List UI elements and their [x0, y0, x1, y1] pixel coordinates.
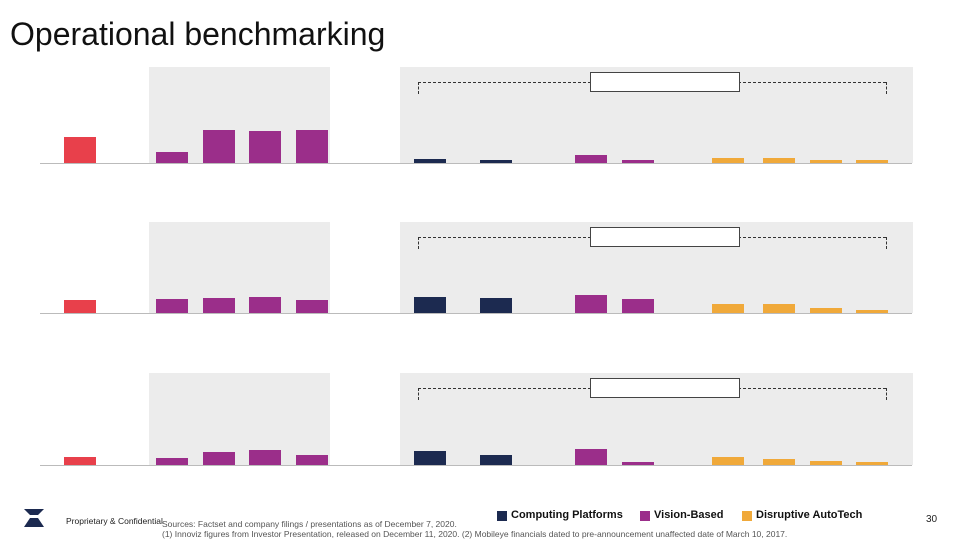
- baseline-1: [40, 313, 912, 314]
- peer-bar-0-2-0: [712, 157, 744, 163]
- peer-bar-0-1-1: [622, 160, 654, 163]
- lidar-bar-1-2: [249, 297, 281, 313]
- page-number: 30: [926, 514, 938, 525]
- peer-bar-2-2-3: [856, 461, 888, 465]
- peer-bar-2-2-0: [712, 456, 744, 465]
- peer-bar-1-2-0: [712, 303, 744, 313]
- peer-bar-1-1-0: [575, 295, 607, 313]
- peer-bar-2-2-1: [763, 459, 795, 465]
- lidar-bar-0-3: [296, 130, 328, 163]
- lidar-bar-2-2: [249, 450, 281, 465]
- ouster-bar-2: [64, 457, 96, 465]
- legend-vision: Vision-Based: [654, 509, 724, 521]
- overall-median-2: [590, 378, 740, 398]
- peer-bar-2-1-0: [575, 448, 607, 465]
- confidential-label: Proprietary & Confidential: [66, 516, 163, 526]
- bracket-right-0: [886, 82, 887, 94]
- peer-bar-0-2-2: [810, 160, 842, 163]
- lidar-bar-1-3: [296, 300, 328, 313]
- peer-bar-1-2-1: [763, 304, 795, 313]
- peer-bar-1-0-0: [414, 296, 446, 313]
- lidar-panel-2: [149, 373, 330, 465]
- lidar-bar-1-1: [203, 297, 235, 313]
- bracket-right-2: [886, 388, 887, 400]
- lidar-bar-2-3: [296, 454, 328, 465]
- baseline-0: [40, 163, 912, 164]
- legend-disruptive-swatch: [742, 511, 752, 521]
- legend-computing-swatch: [497, 511, 507, 521]
- footnote: (1) Innoviz figures from Investor Presen…: [162, 529, 788, 539]
- ouster-bar-1: [64, 299, 96, 313]
- peer-bar-2-0-1: [480, 454, 512, 465]
- lidar-panel-1: [149, 222, 330, 313]
- ouster-bar-0: [64, 137, 96, 163]
- peer-bar-2-2-2: [810, 461, 842, 465]
- overall-median-0: [590, 72, 740, 92]
- page-title: Operational benchmarking: [10, 16, 386, 52]
- peer-bar-2-1-1: [622, 461, 654, 465]
- lidar-bar-0-0: [156, 151, 188, 163]
- peer-bar-0-2-3: [856, 160, 888, 163]
- lidar-bar-1-0: [156, 298, 188, 313]
- legend-vision-swatch: [640, 511, 650, 521]
- bracket-left-2: [418, 388, 419, 400]
- lidar-bar-0-2: [249, 130, 281, 163]
- bracket-left-1: [418, 237, 419, 249]
- legend-disruptive: Disruptive AutoTech: [756, 509, 863, 521]
- peer-bar-2-0-0: [414, 450, 446, 465]
- ouster-footer-logo-icon: [22, 507, 46, 529]
- bracket-right-1: [886, 237, 887, 249]
- peer-bar-0-2-1: [763, 158, 795, 163]
- peer-bar-1-1-1: [622, 298, 654, 313]
- peer-bar-0-0-0: [414, 159, 446, 163]
- peer-bar-1-2-3: [856, 309, 888, 313]
- peer-bar-1-2-2: [810, 307, 842, 313]
- peer-bar-0-0-1: [480, 160, 512, 163]
- baseline-2: [40, 465, 912, 466]
- lidar-bar-2-1: [203, 451, 235, 465]
- peer-bar-0-1-0: [575, 155, 607, 163]
- overall-median-1: [590, 227, 740, 247]
- sources-note: Sources: Factset and company filings / p…: [162, 519, 457, 529]
- bracket-left-0: [418, 82, 419, 94]
- peer-bar-1-0-1: [480, 297, 512, 313]
- lidar-bar-0-1: [203, 130, 235, 163]
- lidar-bar-2-0: [156, 457, 188, 465]
- legend-computing: Computing Platforms: [511, 509, 623, 521]
